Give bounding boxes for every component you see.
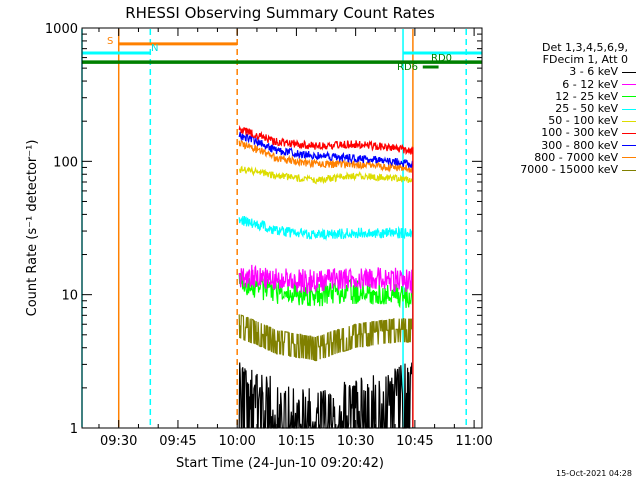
legend-label: 12 - 25 keV bbox=[555, 89, 618, 103]
series-line-8 bbox=[238, 314, 414, 427]
plot-frame bbox=[81, 27, 483, 429]
x-tick-label: 11:00 bbox=[455, 434, 492, 449]
series-line-3 bbox=[238, 215, 414, 427]
x-tick-label: 10:15 bbox=[278, 434, 315, 449]
y-tick-label: 1000 bbox=[45, 22, 78, 37]
legend: Det 1,3,4,5,6,9, FDecim 1, Att 0 3 - 6 k… bbox=[480, 41, 638, 176]
rd6-label: RD6 bbox=[397, 62, 418, 73]
legend-item-12-25: 12 - 25 keV bbox=[480, 89, 638, 103]
y-tick-label: 100 bbox=[53, 155, 78, 170]
y-axis-label: Count Rate (s⁻¹ detector⁻¹) bbox=[25, 140, 40, 317]
timestamp: 15-Oct-2021 04:28 bbox=[556, 469, 632, 478]
legend-item-800-7000: 800 - 7000 keV bbox=[480, 150, 638, 164]
legend-swatch bbox=[622, 145, 636, 147]
legend-item-3-6: 3 - 6 keV bbox=[480, 66, 638, 78]
legend-swatch bbox=[622, 120, 636, 122]
legend-item-6-12: 6 - 12 keV bbox=[480, 77, 638, 91]
series-line-5 bbox=[238, 124, 414, 427]
legend-swatch bbox=[622, 84, 636, 86]
series-line-7 bbox=[238, 139, 414, 427]
n-label: N bbox=[151, 43, 158, 54]
x-axis-label: Start Time (24-Jun-10 09:20:42) bbox=[176, 456, 384, 471]
x-tick-label: 10:45 bbox=[396, 434, 433, 449]
rd0-label: RD0 bbox=[431, 53, 452, 64]
legend-label: 25 - 50 keV bbox=[555, 101, 618, 115]
legend-item-50-100: 50 - 100 keV bbox=[480, 114, 638, 128]
legend-swatch bbox=[622, 157, 636, 159]
legend-item-7000-15000: 7000 - 15000 keV bbox=[480, 162, 638, 176]
x-tick-label: 10:00 bbox=[218, 434, 255, 449]
legend-header-line1: Det 1,3,4,5,6,9, bbox=[541, 41, 628, 54]
legend-swatch bbox=[622, 96, 636, 98]
legend-item-300-800: 300 - 800 keV bbox=[480, 138, 638, 152]
y-tick-label: 10 bbox=[61, 289, 78, 304]
y-tick-label: 1 bbox=[70, 422, 78, 437]
x-tick-label: 09:45 bbox=[159, 434, 196, 449]
s-label: S bbox=[107, 36, 113, 47]
legend-label: 6 - 12 keV bbox=[562, 77, 618, 91]
x-tick-label: 10:30 bbox=[337, 434, 374, 449]
legend-label: 7000 - 15000 keV bbox=[520, 162, 618, 176]
legend-label: 800 - 7000 keV bbox=[534, 150, 618, 164]
legend-swatch bbox=[622, 169, 636, 171]
legend-header-line2: FDecim 1, Att 0 bbox=[542, 53, 628, 67]
legend-swatch bbox=[622, 72, 636, 73]
series-line-1 bbox=[238, 264, 414, 427]
legend-label: 3 - 6 keV bbox=[569, 65, 618, 79]
legend-label: 50 - 100 keV bbox=[548, 114, 618, 128]
series-line-2 bbox=[238, 273, 414, 427]
chart-title: RHESSI Observing Summary Count Rates bbox=[125, 4, 435, 22]
legend-label: 300 - 800 keV bbox=[541, 138, 618, 152]
legend-item-25-50: 25 - 50 keV bbox=[480, 101, 638, 115]
legend-swatch bbox=[622, 108, 636, 110]
series-line-0 bbox=[238, 362, 414, 429]
legend-label: 100 - 300 keV bbox=[541, 126, 618, 140]
legend-swatch bbox=[622, 132, 636, 134]
series-line-6 bbox=[238, 131, 414, 427]
plot-layers bbox=[81, 29, 482, 429]
axis-ticks: 09:30 09:45 10:00 10:15 10:30 10:45 11:00 1 10 10… bbox=[45, 22, 493, 449]
legend-item-100-300: 100 - 300 keV bbox=[480, 127, 638, 139]
x-tick-label: 09:30 bbox=[100, 434, 137, 449]
series-line-4 bbox=[239, 165, 414, 427]
